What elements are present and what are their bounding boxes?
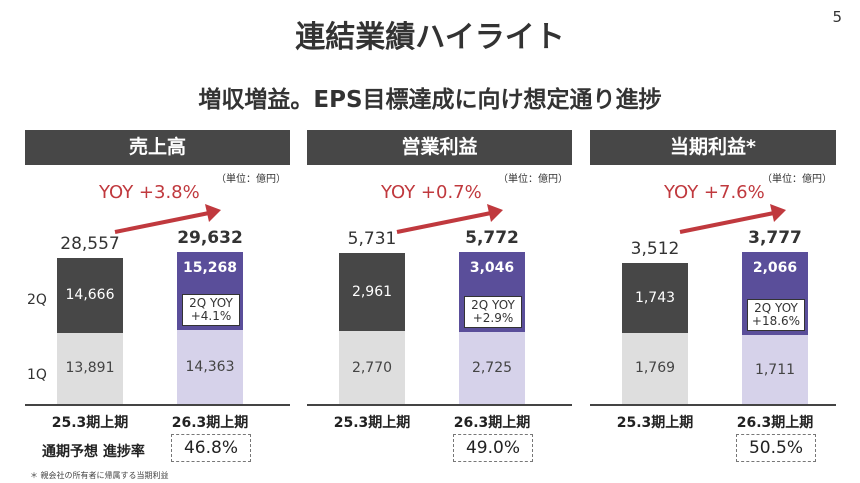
q2-yoy-box: 2Q YOY +2.9%: [464, 296, 522, 329]
yoy-arrow-icon: [114, 204, 221, 234]
bar-segment-1q: 1,769: [622, 332, 688, 404]
q2-yoy-box: 2Q YOY +4.1%: [182, 294, 240, 327]
bar-previous: 14,666 13,891: [57, 257, 123, 404]
chart-title: 売上高: [25, 130, 290, 165]
q2-yoy-value: +2.9%: [472, 311, 514, 326]
chart-title: 当期利益*: [590, 130, 836, 165]
baseline: [307, 404, 572, 406]
chart-title: 営業利益: [307, 130, 572, 165]
bar-previous: 2,961 2,770: [339, 253, 405, 404]
bar-segment-1q: 2,725: [459, 332, 525, 404]
q2-yoy-value: +4.1%: [190, 309, 232, 324]
total-label: 3,777: [748, 228, 802, 248]
series-label-2q: 2Q: [27, 292, 47, 308]
total-label: 5,731: [347, 229, 397, 250]
page-number: 5: [832, 8, 842, 26]
yoy-arrow-icon: [679, 204, 786, 234]
category-label: 25.3期上期: [333, 415, 411, 431]
q2-yoy-box: 2Q YOY +18.6%: [747, 299, 805, 332]
bar-segment-2q: 14,666: [57, 257, 123, 333]
q2-yoy-label: 2Q YOY: [189, 296, 233, 311]
unit-label: （単位：億円）: [216, 174, 286, 185]
bar-segment-1q: 1,711: [742, 335, 808, 404]
category-label: 26.3期上期: [171, 415, 249, 431]
page-title: 連結業績ハイライト: [295, 20, 565, 55]
footnote: ＊ 親会社の所有者に帰属する当期利益: [30, 471, 169, 480]
bar-segment-1q: 14,363: [177, 330, 243, 404]
bar-previous: 1,743 1,769: [622, 262, 688, 404]
series-label-1q: 1Q: [27, 367, 47, 383]
chart-panel: 当期利益* （単位：億円） YOY +7.6% 1,743 1,769 3,51…: [590, 130, 836, 470]
bar-current: 3,046 2,725 2Q YOY +2.9%: [459, 252, 525, 404]
unit-label: （単位：億円）: [762, 174, 832, 185]
total-label: 5,772: [465, 228, 519, 248]
category-label: 25.3期上期: [616, 415, 694, 431]
unit-label: （単位：億円）: [498, 174, 568, 185]
category-label: 25.3期上期: [51, 415, 129, 431]
total-label: 3,512: [630, 238, 680, 259]
bar-segment-2q: 2,961: [339, 253, 405, 332]
chart-panel: 営業利益 （単位：億円） YOY +0.7% 2,961 2,770 5,731…: [307, 130, 572, 470]
yoy-label: YOY +3.8%: [99, 182, 200, 203]
baseline: [590, 404, 836, 406]
bar-current: 2,066 1,711 2Q YOY +18.6%: [742, 252, 808, 404]
bar-segment-2q: 1,743: [622, 262, 688, 333]
category-label: 26.3期上期: [453, 415, 531, 431]
q2-yoy-value: +18.6%: [751, 314, 801, 329]
bar-segment-1q: 13,891: [57, 332, 123, 404]
total-label: 28,557: [60, 233, 120, 254]
subtitle: 増収増益。EPS目標達成に向け想定通り進捗: [198, 87, 662, 113]
yoy-arrow-icon: [396, 204, 503, 234]
progress-rate: 49.0%: [453, 434, 533, 462]
total-label: 29,632: [177, 228, 243, 248]
progress-rate: 50.5%: [736, 434, 816, 462]
yoy-label: YOY +7.6%: [664, 182, 765, 203]
progress-rate: 46.8%: [171, 434, 251, 462]
yoy-label: YOY +0.7%: [381, 182, 482, 203]
q2-yoy-label: 2Q YOY: [754, 301, 798, 316]
chart-panel: 売上高 （単位：億円） YOY +3.8% 2Q 1Q 14,666 13,89…: [25, 130, 290, 470]
progress-label: 通期予想 進捗率: [42, 444, 145, 460]
baseline: [25, 404, 290, 406]
bar-segment-1q: 2,770: [339, 331, 405, 404]
q2-yoy-label: 2Q YOY: [471, 298, 515, 313]
bar-current: 15,268 14,363 2Q YOY +4.1%: [177, 252, 243, 404]
category-label: 26.3期上期: [736, 415, 814, 431]
